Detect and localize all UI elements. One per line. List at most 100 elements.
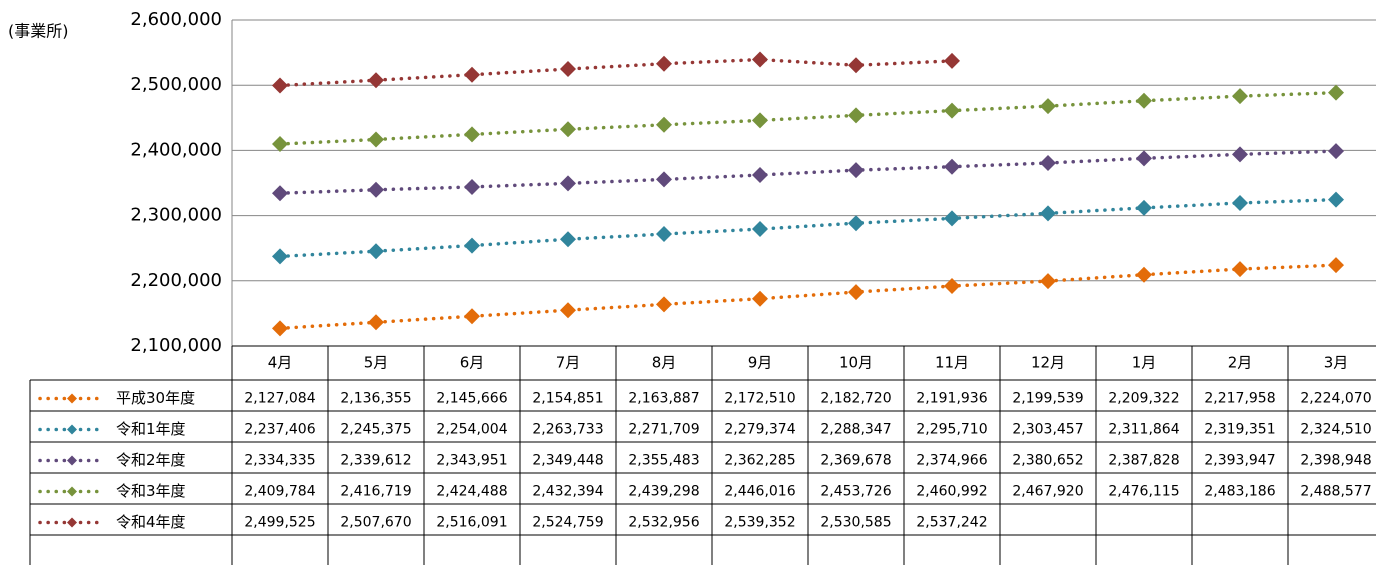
legend-marker — [67, 455, 77, 466]
table-cell: 2,154,851 — [532, 391, 603, 407]
series-line — [278, 263, 1338, 331]
marker — [368, 314, 384, 331]
table-cell: 2,334,335 — [244, 453, 315, 469]
x-tick-label: 6月 — [460, 354, 485, 372]
marker — [752, 221, 768, 238]
table-cell: 2,343,951 — [436, 453, 507, 469]
marker — [272, 77, 288, 94]
marker — [368, 181, 384, 198]
table-cell: 2,163,887 — [628, 391, 699, 407]
marker — [272, 320, 288, 337]
marker — [848, 215, 864, 232]
x-tick-label: 11月 — [935, 354, 969, 372]
marker — [656, 171, 672, 188]
marker — [1232, 194, 1248, 211]
x-tick-label: 2月 — [1228, 354, 1253, 372]
marker — [1136, 92, 1152, 109]
table-cell: 2,349,448 — [532, 453, 603, 469]
table-cell: 2,460,992 — [916, 484, 987, 500]
marker — [368, 243, 384, 260]
x-tick-label: 8月 — [652, 354, 677, 372]
series-line — [278, 90, 1338, 146]
legend-label: 令和2年度 — [116, 451, 186, 469]
table-cell: 2,136,355 — [340, 391, 411, 407]
marker — [1040, 98, 1056, 115]
x-tick-label: 7月 — [556, 354, 581, 372]
table-cell: 2,311,864 — [1108, 422, 1179, 438]
y-tick-label: 2,300,000 — [130, 205, 222, 226]
marker — [1328, 84, 1344, 101]
table-cell: 2,532,956 — [628, 515, 699, 531]
marker — [1040, 273, 1056, 290]
y-tick-label: 2,100,000 — [130, 335, 222, 356]
marker — [368, 131, 384, 148]
marker — [752, 166, 768, 183]
marker — [464, 66, 480, 83]
table-cell: 2,524,759 — [532, 515, 603, 531]
x-tick-label: 5月 — [364, 354, 389, 372]
table-cell: 2,467,920 — [1012, 484, 1083, 500]
table-cell: 2,263,733 — [532, 422, 603, 438]
table-cell: 2,209,322 — [1108, 391, 1179, 407]
marker — [944, 52, 960, 69]
legend-marker — [67, 424, 77, 435]
marker — [1136, 266, 1152, 283]
table-cell: 2,537,242 — [916, 515, 987, 531]
x-tick-label: 3月 — [1324, 354, 1349, 372]
table-cell: 2,172,510 — [724, 391, 795, 407]
table-cell: 2,424,488 — [436, 484, 507, 500]
marker — [944, 158, 960, 175]
marker — [848, 57, 864, 74]
table-cell: 2,319,351 — [1204, 422, 1275, 438]
y-tick-label: 2,600,000 — [130, 9, 222, 30]
marker — [560, 61, 576, 78]
table-cell: 2,199,539 — [1012, 391, 1083, 407]
table-cell: 2,432,394 — [532, 484, 603, 500]
legend-label: 令和1年度 — [116, 420, 186, 438]
legend-label: 平成30年度 — [116, 389, 195, 407]
y-tick-label: 2,500,000 — [130, 74, 222, 95]
table-cell: 2,380,652 — [1012, 453, 1083, 469]
marker — [944, 278, 960, 295]
marker — [1136, 150, 1152, 167]
table-cell: 2,483,186 — [1204, 484, 1275, 500]
marker — [464, 126, 480, 143]
marker — [1328, 257, 1344, 274]
legend-label: 令和4年度 — [116, 513, 186, 531]
table-cell: 2,374,966 — [916, 453, 987, 469]
x-tick-label: 9月 — [748, 354, 773, 372]
table-cell: 2,539,352 — [724, 515, 795, 531]
marker — [848, 107, 864, 124]
legend-marker — [67, 517, 77, 528]
y-axis-label: (事業所) — [8, 22, 69, 41]
table-cell: 2,398,948 — [1300, 453, 1371, 469]
marker — [1136, 199, 1152, 216]
table-cell: 2,476,115 — [1108, 484, 1179, 500]
table-cell: 2,191,936 — [916, 391, 987, 407]
table-cell: 2,439,298 — [628, 484, 699, 500]
marker — [272, 136, 288, 153]
table-cell: 2,409,784 — [244, 484, 315, 500]
series-line — [278, 197, 1338, 259]
marker — [560, 121, 576, 138]
table-cell: 2,488,577 — [1300, 484, 1371, 500]
x-tick-label: 10月 — [839, 354, 873, 372]
marker — [560, 231, 576, 248]
table-cell: 2,271,709 — [628, 422, 699, 438]
y-tick-label: 2,400,000 — [130, 139, 222, 160]
marker — [1232, 88, 1248, 105]
table-cell: 2,182,720 — [820, 391, 891, 407]
series-line — [278, 149, 1338, 195]
marker — [944, 210, 960, 227]
x-tick-label: 1月 — [1132, 354, 1157, 372]
marker — [1328, 143, 1344, 160]
table-cell: 2,387,828 — [1108, 453, 1179, 469]
table-cell: 2,217,958 — [1204, 391, 1275, 407]
table-cell: 2,295,710 — [916, 422, 987, 438]
legend-marker — [67, 486, 77, 497]
table-cell: 2,416,719 — [340, 484, 411, 500]
table-cell: 2,339,612 — [340, 453, 411, 469]
marker — [272, 185, 288, 202]
table-cell: 2,393,947 — [1204, 453, 1275, 469]
marker — [368, 72, 384, 89]
